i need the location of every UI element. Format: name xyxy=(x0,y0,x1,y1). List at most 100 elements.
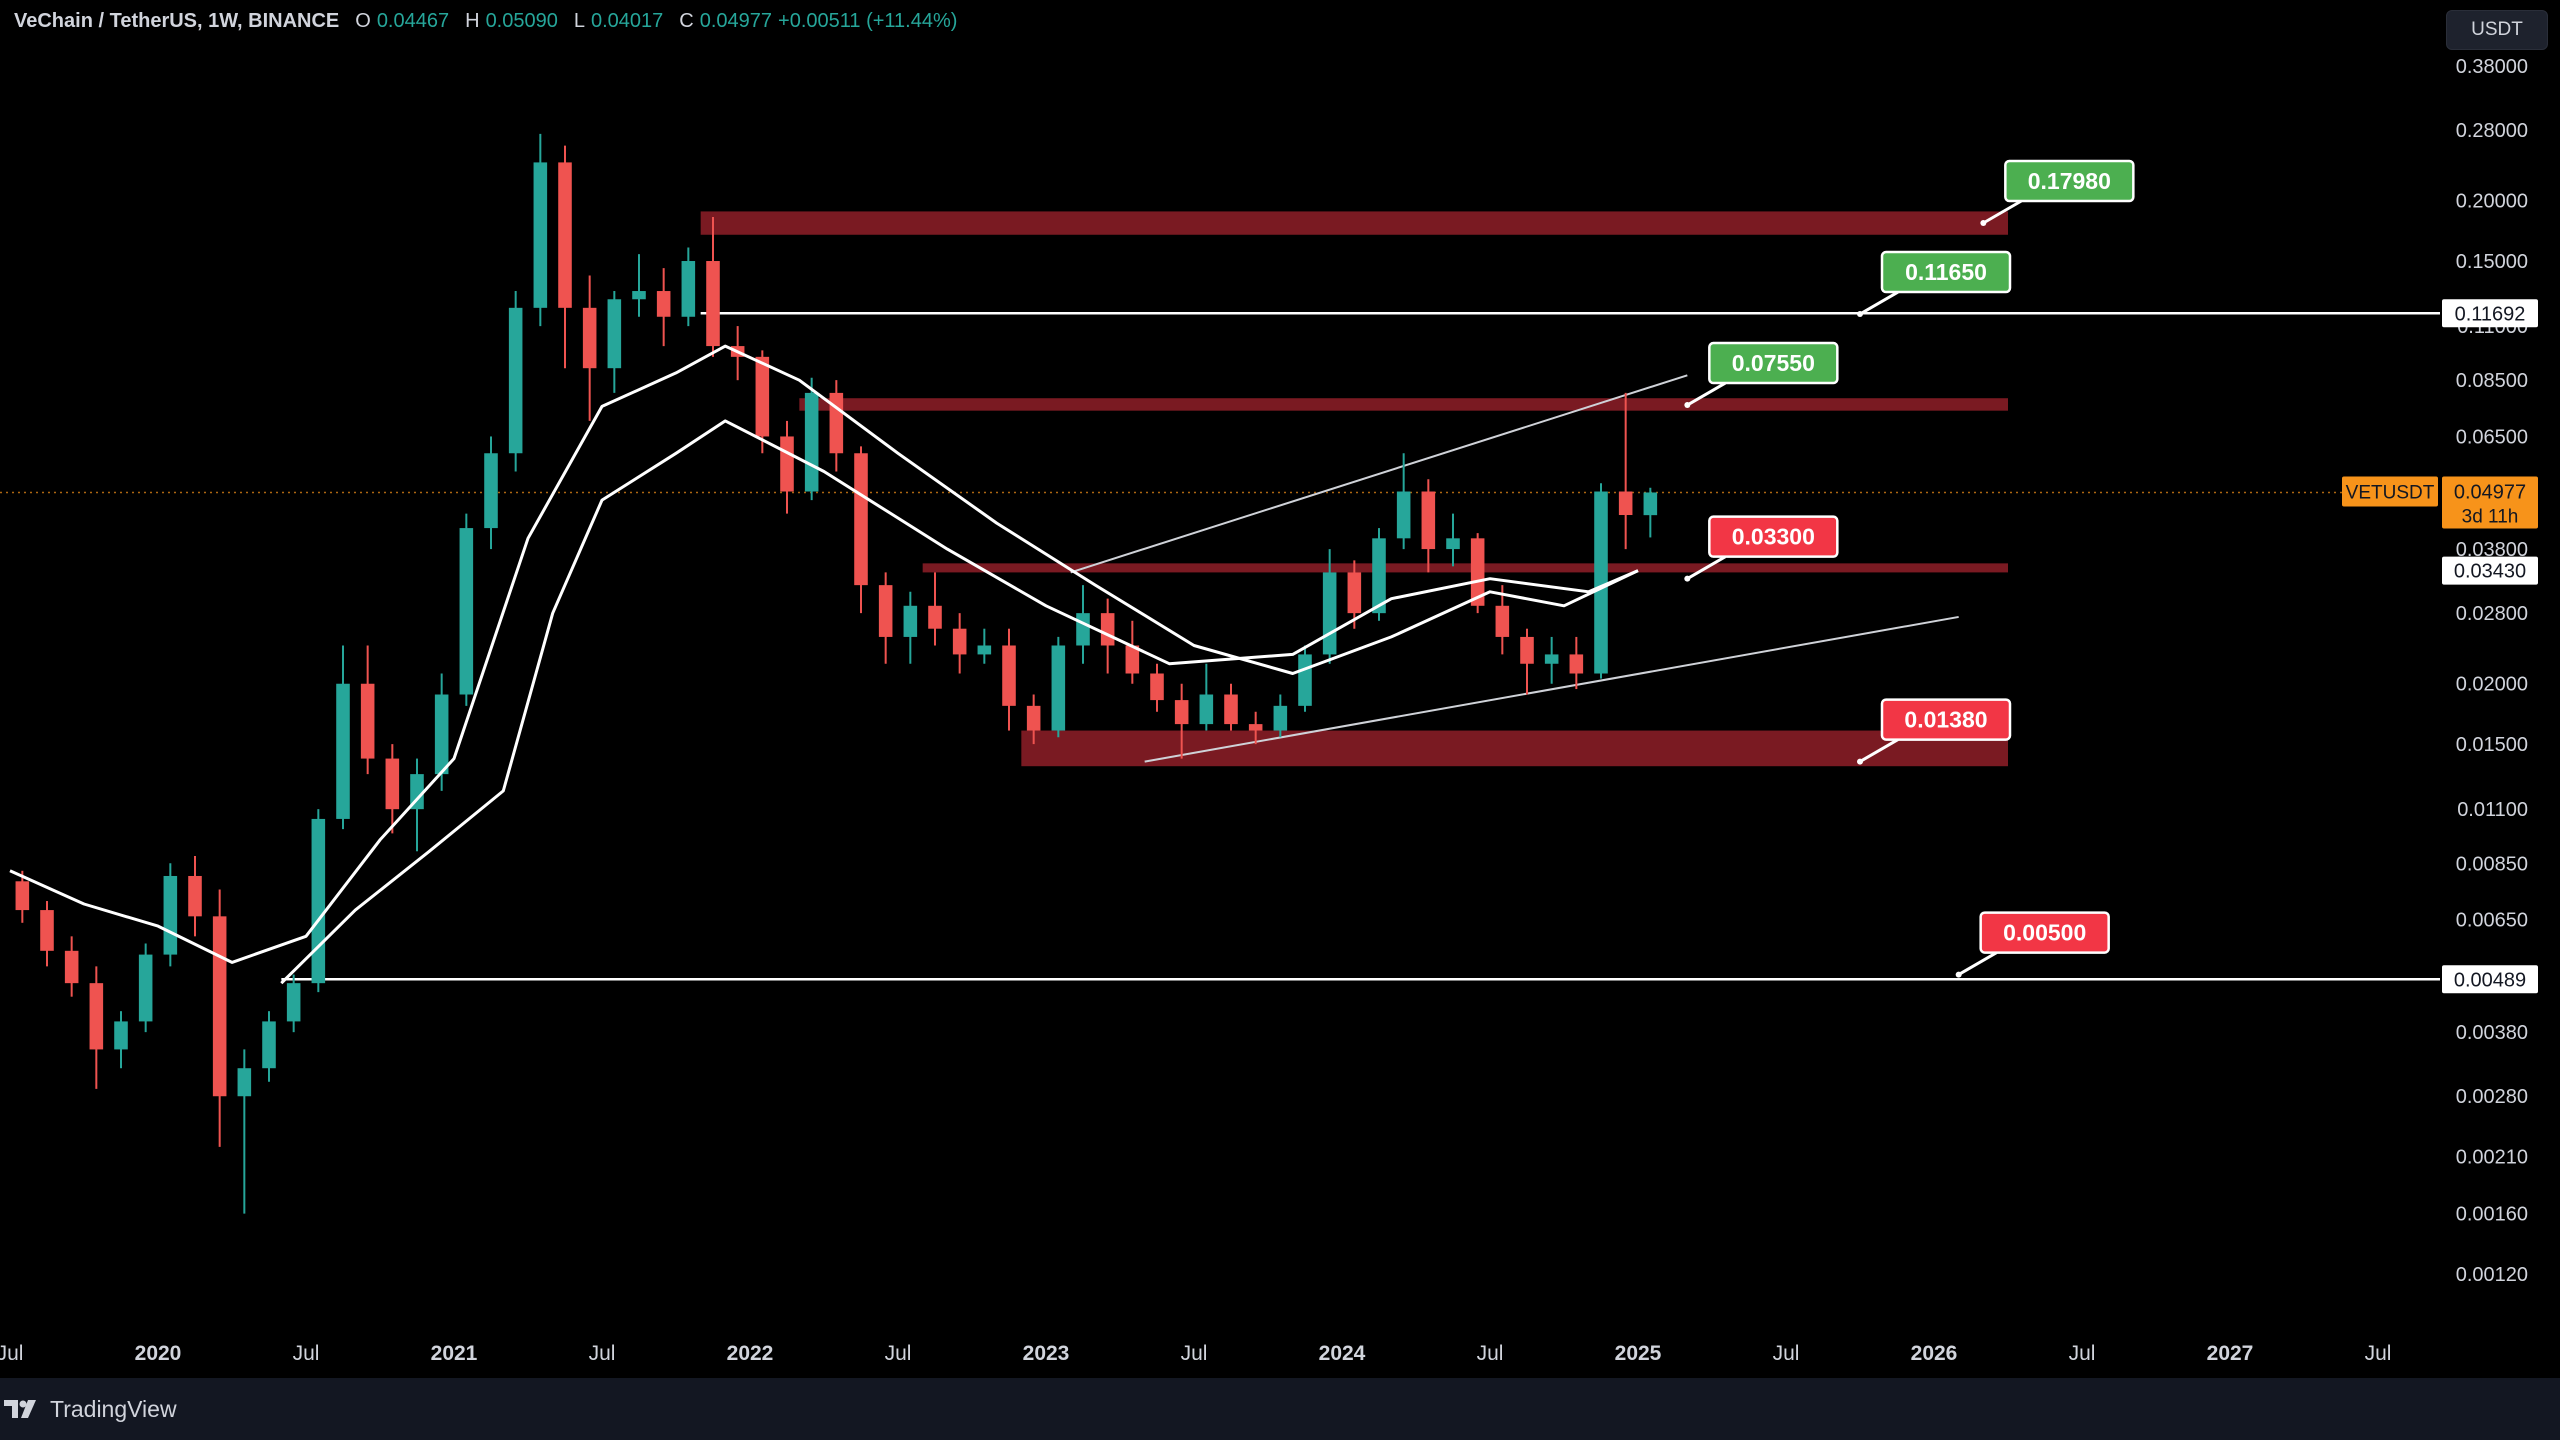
candle-2020-09[interactable] xyxy=(360,645,375,775)
target-label-5[interactable]: 0.00500 xyxy=(1955,911,2110,978)
candle-2021-09[interactable] xyxy=(656,268,671,347)
footer-bar: TradingView xyxy=(0,1378,2560,1440)
x-tick-label: 2026 xyxy=(1911,1342,1958,1365)
candle-2024-08[interactable] xyxy=(1520,628,1534,695)
target-label-text: 0.01380 xyxy=(1904,707,1987,733)
candle-2024-04[interactable] xyxy=(1421,479,1436,573)
x-tick-label: Jul xyxy=(293,1342,320,1365)
symbol-title[interactable]: VeChain / TetherUS, 1W, BINANCE xyxy=(14,10,340,32)
target-label-1[interactable]: 0.11650 xyxy=(1857,250,2012,318)
high-value: 0.05090 xyxy=(485,10,558,32)
candle-2022-03[interactable] xyxy=(804,377,819,501)
candle-2020-07[interactable] xyxy=(311,809,326,993)
currency-button[interactable]: USDT xyxy=(2446,10,2548,50)
candle-2020-01[interactable] xyxy=(163,863,178,967)
x-tick-label: Jul xyxy=(885,1342,912,1365)
candle-2022-02[interactable] xyxy=(780,420,794,514)
candle-2022-05[interactable] xyxy=(854,446,868,614)
candle-2022-07[interactable] xyxy=(903,591,918,664)
y-tick-label: 0.38000 xyxy=(2456,56,2528,78)
candle-2022-04[interactable] xyxy=(829,380,844,472)
candle-2019-08[interactable] xyxy=(40,901,54,967)
candle-2020-06[interactable] xyxy=(286,974,301,1033)
candle-2023-11[interactable] xyxy=(1298,645,1312,712)
candle-2022-08[interactable] xyxy=(928,572,942,646)
candle-2025-01[interactable] xyxy=(1643,487,1658,538)
y-tick-label: 0.00120 xyxy=(2456,1264,2528,1286)
candle-2021-07[interactable] xyxy=(607,291,622,393)
candle-2024-07[interactable] xyxy=(1495,585,1510,655)
trend-lines-layer xyxy=(1070,374,1959,763)
candle-2024-12[interactable] xyxy=(1618,392,1633,550)
candle-2024-05[interactable] xyxy=(1446,513,1460,567)
candle-2021-01[interactable] xyxy=(459,513,474,706)
zone-0[interactable] xyxy=(700,211,2008,235)
candle-2024-09[interactable] xyxy=(1544,636,1559,684)
candle-2019-10[interactable] xyxy=(89,966,104,1089)
target-label-4[interactable]: 0.01380 xyxy=(1857,698,2012,765)
candle-2024-03[interactable] xyxy=(1396,453,1411,550)
candle-2021-03[interactable] xyxy=(508,291,523,472)
target-label-3[interactable]: 0.03300 xyxy=(1684,515,1839,582)
candle-2020-10[interactable] xyxy=(385,744,400,834)
candle-2024-06[interactable] xyxy=(1470,533,1485,614)
candle-2020-04[interactable] xyxy=(237,1049,252,1214)
candle-2023-06[interactable] xyxy=(1174,683,1189,759)
tradingview-logo[interactable]: TradingView xyxy=(0,1378,177,1440)
y-tick-label: 0.00210 xyxy=(2456,1147,2528,1169)
candle-2023-10[interactable] xyxy=(1273,694,1288,738)
zone-1[interactable] xyxy=(799,398,2009,411)
candle-2023-01[interactable] xyxy=(1051,636,1066,738)
candle-2023-05[interactable] xyxy=(1150,663,1164,712)
candle-2020-11[interactable] xyxy=(410,758,424,852)
candle-2022-11[interactable] xyxy=(1002,628,1016,731)
candle-2024-01[interactable] xyxy=(1347,560,1362,629)
zone-3[interactable] xyxy=(1021,730,2008,767)
candle-2019-11[interactable] xyxy=(114,1011,128,1069)
candle-2021-02[interactable] xyxy=(484,436,498,550)
candle-2023-09[interactable] xyxy=(1248,711,1263,745)
candle-2021-08[interactable] xyxy=(632,254,646,317)
candle-2022-09[interactable] xyxy=(952,613,967,674)
trend-line-0[interactable] xyxy=(1070,374,1688,574)
candle-2021-05[interactable] xyxy=(558,145,572,369)
ma-line-short[interactable] xyxy=(280,419,1639,985)
trend-line-1[interactable] xyxy=(1144,615,1959,763)
candle-2022-01[interactable] xyxy=(755,350,770,454)
x-tick-label: Jul xyxy=(589,1342,616,1365)
candle-2022-12[interactable] xyxy=(1026,694,1041,745)
candle-2019-07[interactable] xyxy=(15,870,30,923)
candle-2024-11[interactable] xyxy=(1594,483,1608,679)
svg-text:0.00489: 0.00489 xyxy=(2454,969,2526,991)
time-axis[interactable]: Jul 2020 Jul 2021 Jul 2022 Jul 2023 Jul 2024 Jul 20… xyxy=(0,1342,2391,1365)
y-tick-label: 0.02800 xyxy=(2456,603,2528,625)
target-label-2[interactable]: 0.07550 xyxy=(1684,341,1839,409)
candle-2023-07[interactable] xyxy=(1199,663,1214,731)
price-chart[interactable]: 0.17980 0.11650 0.07550 0.03300 0.01380 0.005… xyxy=(0,0,2560,1378)
candle-2019-09[interactable] xyxy=(64,936,79,997)
svg-text:0.03430: 0.03430 xyxy=(2454,561,2526,583)
candle-2021-06[interactable] xyxy=(582,275,597,421)
candle-2023-08[interactable] xyxy=(1224,683,1238,731)
candle-2020-05[interactable] xyxy=(262,1011,276,1082)
x-tick-label: 2027 xyxy=(2207,1342,2254,1365)
candle-2020-08[interactable] xyxy=(336,645,350,830)
candle-2021-10[interactable] xyxy=(681,247,696,327)
low-label: L xyxy=(573,10,585,32)
close-value: 0.04977 xyxy=(699,10,773,32)
candle-2021-04[interactable] xyxy=(533,133,548,327)
open-label: O xyxy=(355,10,371,32)
candle-2024-10[interactable] xyxy=(1569,636,1584,690)
candle-2021-11[interactable] xyxy=(706,217,720,357)
candle-2020-03[interactable] xyxy=(212,889,227,1147)
candle-2019-12[interactable] xyxy=(138,943,153,1033)
candle-2022-10[interactable] xyxy=(977,628,992,664)
zone-2[interactable] xyxy=(922,563,2008,573)
candle-2020-02[interactable] xyxy=(188,855,202,937)
ma-line-long[interactable] xyxy=(9,344,1639,964)
candle-2022-06[interactable] xyxy=(878,572,893,664)
price-axis[interactable]: 0.380000.280000.200000.150000.110000.085… xyxy=(2342,56,2538,1286)
candle-2023-04[interactable] xyxy=(1125,620,1140,684)
target-label-0[interactable]: 0.17980 xyxy=(1980,159,2135,226)
